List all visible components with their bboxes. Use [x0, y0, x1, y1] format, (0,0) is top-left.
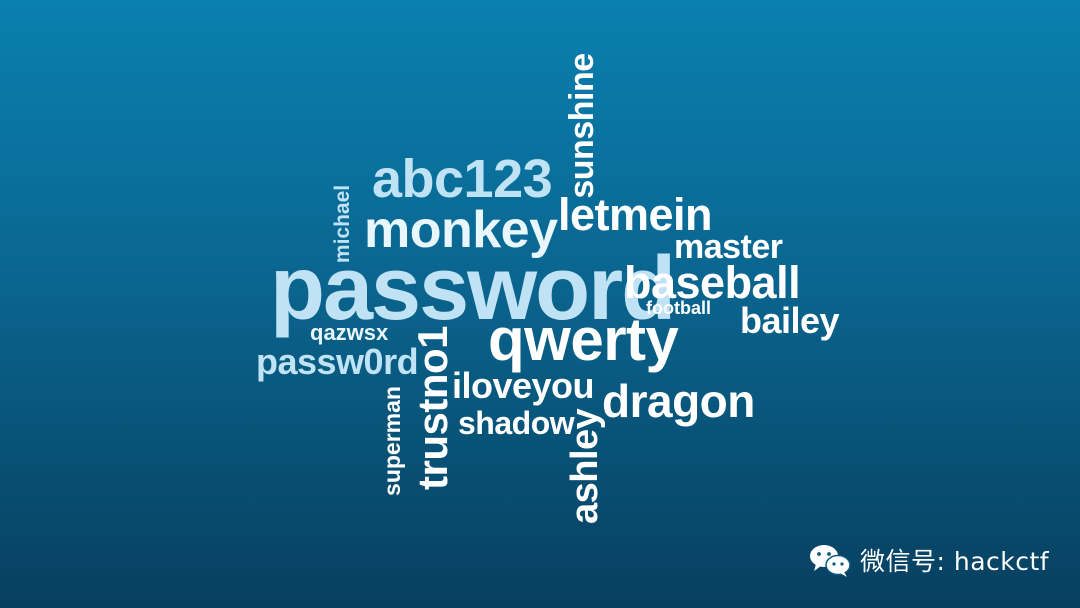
- word-ashley: ashley: [564, 408, 606, 524]
- word-master: master: [674, 228, 783, 266]
- word-baseball: baseball: [624, 257, 801, 308]
- word-qazwsx: qazwsx: [310, 320, 389, 345]
- word-abc123: abc123: [372, 149, 553, 209]
- word-letmein: letmein: [558, 189, 713, 240]
- word-football: football: [646, 298, 711, 318]
- word-password: password: [270, 239, 676, 339]
- wechat-icon: [810, 545, 851, 577]
- word-bailey: bailey: [740, 300, 840, 341]
- watermark-text: 微信号: hackctf: [860, 547, 1050, 576]
- word-dragon: dragon: [602, 375, 755, 427]
- watermark: 微信号: hackctf: [808, 540, 1049, 580]
- word-trustno1: trustno1: [409, 326, 456, 490]
- word-michael: michael: [331, 184, 354, 264]
- word-sunshine: sunshine: [563, 53, 601, 199]
- word-qwerty: qwerty: [488, 306, 679, 373]
- word-monkey: monkey: [364, 201, 558, 259]
- word-shadow: shadow: [458, 405, 575, 441]
- word-passw0rd: passw0rd: [256, 341, 419, 382]
- word-superman: superman: [379, 386, 405, 496]
- word-iloveyou: iloveyou: [452, 365, 595, 406]
